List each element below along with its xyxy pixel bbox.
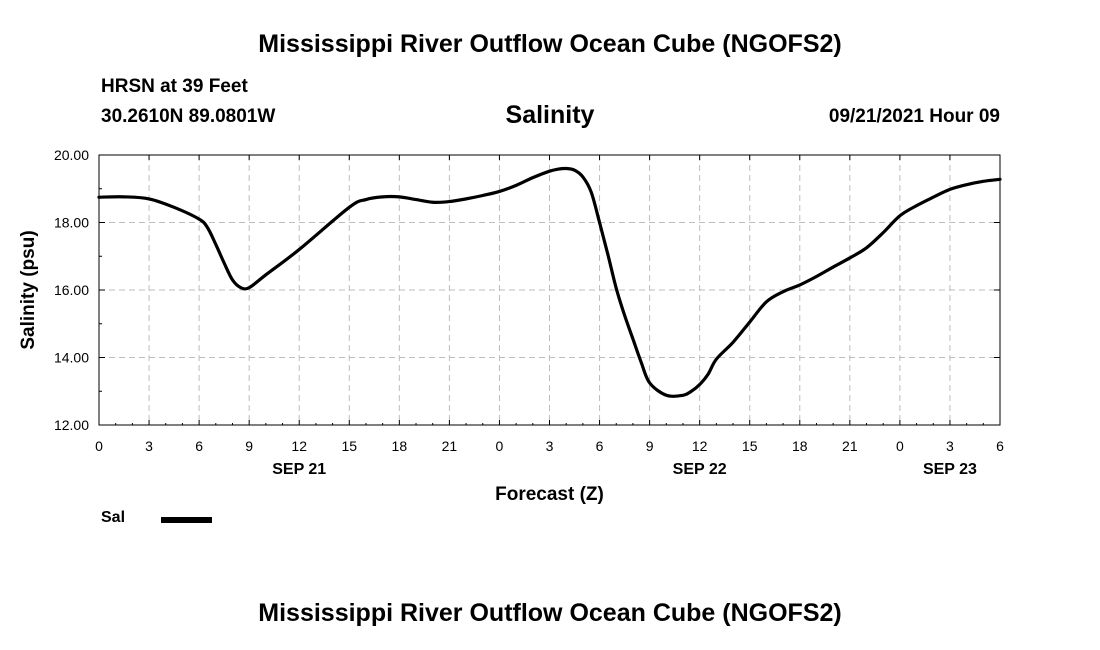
- axis-ticks: 0 3 6 9 12 15 18 21 0 3 6 9 12 15 18 21 0 3 6 12.00 14.00 16.…: [54, 147, 1004, 478]
- x-tick-label: 3: [946, 438, 954, 454]
- grid-lines: [99, 155, 1000, 425]
- y-tick-label: 18.00: [54, 215, 89, 231]
- station-label: HRSN at 39 Feet: [101, 76, 248, 97]
- chart-title: Salinity: [505, 101, 595, 129]
- y-tick-label: 20.00: [54, 147, 89, 163]
- x-axis-label: Forecast (Z): [495, 484, 604, 505]
- x-tick-label: 6: [596, 438, 604, 454]
- x-tick-label: 15: [341, 438, 357, 454]
- date-label: SEP 23: [923, 461, 977, 478]
- y-tick-label: 12.00: [54, 417, 89, 433]
- x-tick-label: 18: [392, 438, 408, 454]
- x-tick-label: 12: [291, 438, 307, 454]
- y-tick-label: 16.00: [54, 282, 89, 298]
- x-tick-label: 0: [496, 438, 504, 454]
- station-coordinates: 30.2610N 89.0801W: [101, 106, 276, 127]
- x-tick-label: 6: [195, 438, 203, 454]
- y-axis-label: Salinity (psu): [18, 230, 39, 349]
- legend-swatch: [161, 517, 212, 523]
- x-tick-label: 12: [692, 438, 708, 454]
- x-tick-label: 9: [646, 438, 654, 454]
- date-label: SEP 22: [673, 461, 727, 478]
- series-line-sal: [97, 166, 1002, 398]
- x-tick-label: 6: [996, 438, 1004, 454]
- legend-label: Sal: [101, 509, 126, 526]
- forecast-datetime: 09/21/2021 Hour 09: [828, 106, 1000, 127]
- x-tick-label: 0: [95, 438, 103, 454]
- x-tick-label: 3: [145, 438, 153, 454]
- x-tick-label: 3: [546, 438, 554, 454]
- x-tick-label: 9: [245, 438, 253, 454]
- x-tick-label: 15: [742, 438, 758, 454]
- date-label: SEP 21: [272, 461, 326, 478]
- x-tick-label: 21: [842, 438, 858, 454]
- x-tick-label: 0: [896, 438, 904, 454]
- page-title: Mississippi River Outflow Ocean Cube (NG…: [258, 30, 842, 58]
- series-layer: [97, 166, 1002, 398]
- x-tick-label: 21: [442, 438, 458, 454]
- x-tick-label: 18: [792, 438, 808, 454]
- y-tick-label: 14.00: [54, 350, 89, 366]
- footer-title: Mississippi River Outflow Ocean Cube (NG…: [258, 599, 842, 627]
